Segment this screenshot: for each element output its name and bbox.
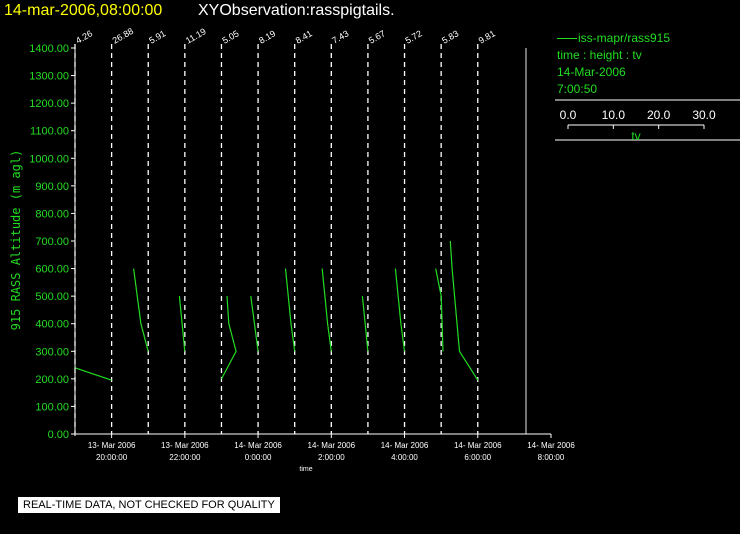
y-tick-label: 300.00 <box>35 346 69 358</box>
profile-series-line <box>284 268 296 352</box>
x-axis-label: time <box>299 466 312 473</box>
x-tick-time: 8:00:00 <box>538 453 565 462</box>
header-observation: XYObservation:rasspigtails. <box>198 2 395 19</box>
x-tick-time: 6:00:00 <box>464 453 491 462</box>
x-tick-date: 13- Mar 2006 <box>88 441 136 450</box>
y-tick-label: 800.00 <box>35 208 69 220</box>
y-tick-label: 500.00 <box>35 291 69 303</box>
profile-series-line <box>394 268 406 352</box>
y-tick-label: 100.00 <box>35 401 69 413</box>
x-axis-ticks: 13- Mar 2006 20:00:00 13- Mar 2006 22:00:00… <box>88 434 575 462</box>
profile-value-label: 11.19 <box>184 26 208 46</box>
x-tick-date: 14- Mar 2006 <box>527 441 575 450</box>
y-tick-label: 1400.00 <box>29 43 69 55</box>
legend-scale-tick-label: 30.0 <box>692 108 716 122</box>
legend-line-icon <box>557 38 577 40</box>
x-tick-time: 2:00:00 <box>318 453 345 462</box>
legend-fields: time : height : tv <box>557 48 642 62</box>
profile-value-label: 5.91 <box>147 28 167 45</box>
legend-date: 14-Mar-2006 <box>557 65 626 79</box>
x-tick-time: 0:00:00 <box>245 453 272 462</box>
y-tick-label: 900.00 <box>35 181 69 193</box>
profile-series-line <box>178 296 186 352</box>
x-tick-date: 14- Mar 2006 <box>234 441 282 450</box>
data-series <box>74 240 479 381</box>
legend-scale-tick-label: 20.0 <box>647 108 671 122</box>
y-tick-label: 600.00 <box>35 264 69 276</box>
profile-series-line <box>220 296 237 380</box>
profile-value-label: 5.67 <box>367 28 387 45</box>
profile-value-label: 8.19 <box>257 28 277 45</box>
y-axis-label: 915 RASS Altitude (m agl) <box>9 150 23 331</box>
y-tick-label: 700.00 <box>35 236 69 248</box>
legend-time: 7:00:50 <box>557 82 598 96</box>
chart-axes <box>74 48 551 436</box>
legend-scale-ticks: 0.0 10.0 20.0 30.0 <box>560 108 716 129</box>
x-tick-date: 14- Mar 2006 <box>381 441 429 450</box>
y-tick-label: 0.00 <box>48 429 69 441</box>
legend-scale-tick-label: 10.0 <box>602 108 626 122</box>
profile-value-label: 8.41 <box>294 28 314 45</box>
profile-value-label: 5.72 <box>404 28 424 45</box>
profile-value-labels: 4.26 26.88 5.91 11.19 5.05 8.19 8.41 7.43 5.67 5.… <box>74 26 497 46</box>
profile-series-line <box>321 268 332 352</box>
header-datetime: 14-mar-2006,08:00:00 <box>4 2 163 19</box>
x-tick-time: 20:00:00 <box>96 453 128 462</box>
x-tick-date: 14- Mar 2006 <box>454 441 502 450</box>
profile-value-label: 9.81 <box>477 28 497 45</box>
x-tick-time: 22:00:00 <box>169 453 201 462</box>
profile-value-label: 7.43 <box>330 28 350 45</box>
profile-series-line <box>435 268 444 352</box>
profile-series-line <box>133 268 149 352</box>
profile-series-line <box>449 240 479 381</box>
legend-graphics: 0.0 10.0 20.0 30.0 tv <box>555 99 740 143</box>
y-axis-ticks: 0.00 100.00 200.00 300.00 400.00 500.00 600.00… <box>29 43 75 441</box>
x-tick-date: 13- Mar 2006 <box>161 441 209 450</box>
y-tick-label: 400.00 <box>35 319 69 331</box>
profile-series-line <box>361 296 369 352</box>
profile-time-lines <box>74 44 479 434</box>
legend-series-label: iss-mapr/rass915 <box>578 31 671 45</box>
y-tick-label: 200.00 <box>35 374 69 386</box>
quality-note: REAL-TIME DATA, NOT CHECKED FOR QUALITY <box>18 497 280 513</box>
profile-value-label: 4.26 <box>74 28 94 45</box>
y-tick-label: 1300.00 <box>29 71 69 83</box>
y-tick-label: 1100.00 <box>30 126 69 138</box>
legend-series: iss-mapr/rass915 <box>557 30 670 47</box>
x-tick-date: 14- Mar 2006 <box>308 441 356 450</box>
profile-value-label: 5.05 <box>220 28 240 45</box>
y-tick-label: 1200.00 <box>29 98 69 110</box>
y-tick-label: 1000.00 <box>29 153 69 165</box>
profile-value-label: 5.83 <box>440 28 460 45</box>
profile-series-line <box>250 296 259 352</box>
legend-scale-tick-label: 0.0 <box>560 108 577 122</box>
profile-series-line <box>74 367 112 381</box>
legend: iss-mapr/rass915 time : height : tv 14-M… <box>557 30 670 98</box>
legend-scale-label: tv <box>631 129 640 143</box>
profile-value-label: 26.88 <box>111 26 136 46</box>
x-tick-time: 4:00:00 <box>391 453 418 462</box>
